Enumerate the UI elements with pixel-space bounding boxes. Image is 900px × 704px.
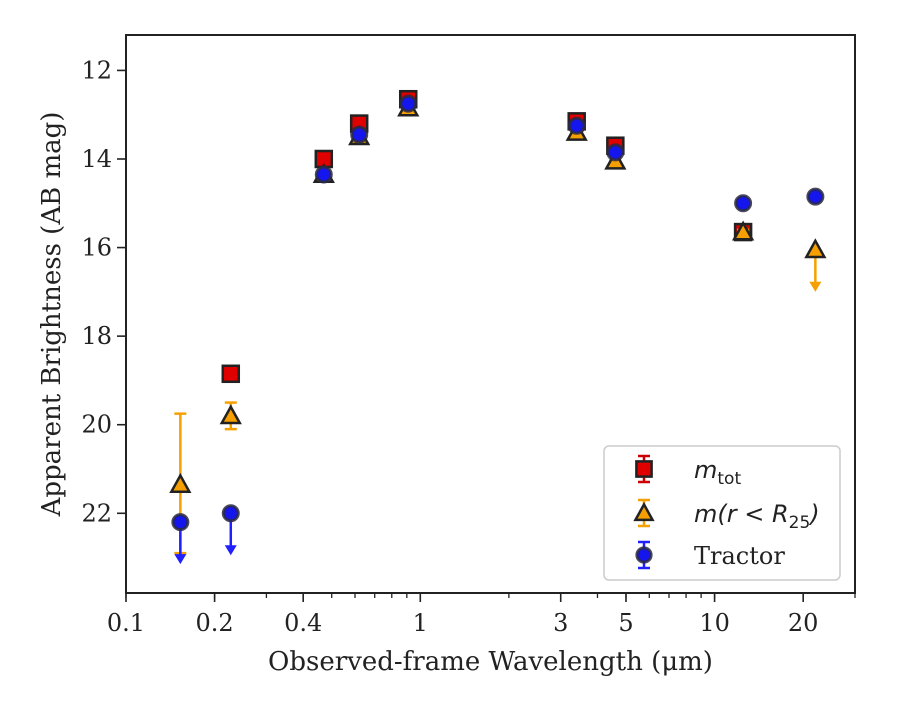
- x-tick-label: 3: [553, 609, 568, 637]
- upper-limit-arrowhead: [224, 545, 237, 556]
- axis-ticks: 0.1 0.2 0.4 1 3 5 10 20 12 14 16 18 20 22: [81, 56, 856, 637]
- data-point: [171, 513, 190, 532]
- y-tick-label: 16: [81, 234, 112, 262]
- legend-label: Tractor: [694, 542, 785, 570]
- y-tick-label: 12: [81, 56, 112, 84]
- legend-label: m(r < R25): [694, 500, 820, 533]
- legend-item: m(r < R25): [633, 498, 820, 533]
- data-point: [804, 238, 827, 259]
- legend-marker: [635, 546, 653, 564]
- y-tick-label: 20: [81, 411, 112, 439]
- legend-item: mtot: [635, 454, 741, 489]
- data-point: [219, 404, 242, 425]
- y-tick-label: 22: [81, 499, 112, 527]
- data-point: [567, 116, 586, 135]
- legend-box: [603, 445, 841, 581]
- x-axis-label: Observed-frame Wavelength (μm): [268, 647, 713, 677]
- y-axis-label: Apparent Brightness (AB mag): [37, 112, 67, 518]
- legend: mtot m(r < R25) Tractor: [603, 445, 841, 581]
- upper-limit-arrowhead: [174, 554, 187, 565]
- legend-marker: [633, 501, 655, 522]
- data-point: [734, 194, 753, 213]
- series-circle: [171, 94, 825, 565]
- data-point: [169, 472, 192, 493]
- x-tick-label: 10: [699, 609, 730, 637]
- data-point: [314, 165, 333, 184]
- y-tick-label: 18: [81, 322, 112, 350]
- x-tick-label: 20: [788, 609, 819, 637]
- data-point: [399, 94, 418, 113]
- series-square: [221, 89, 753, 384]
- data-point: [731, 220, 755, 241]
- plot-area: [169, 89, 827, 565]
- legend-label: mtot: [694, 456, 741, 489]
- legend-item: Tractor: [635, 540, 785, 570]
- data-point: [806, 187, 825, 206]
- x-tick-label: 0.1: [107, 609, 145, 637]
- x-tick-label: 1: [413, 609, 428, 637]
- x-tick-label: 0.4: [284, 609, 322, 637]
- x-tick-label: 0.2: [196, 609, 234, 637]
- data-point: [221, 504, 240, 523]
- upper-limit-arrowhead: [809, 281, 822, 292]
- data-point: [350, 125, 369, 144]
- legend-marker: [635, 460, 653, 478]
- plot-frame: [125, 34, 856, 594]
- data-point: [606, 143, 625, 162]
- y-tick-label: 14: [81, 145, 112, 173]
- data-point: [221, 364, 241, 384]
- x-tick-label: 5: [618, 609, 633, 637]
